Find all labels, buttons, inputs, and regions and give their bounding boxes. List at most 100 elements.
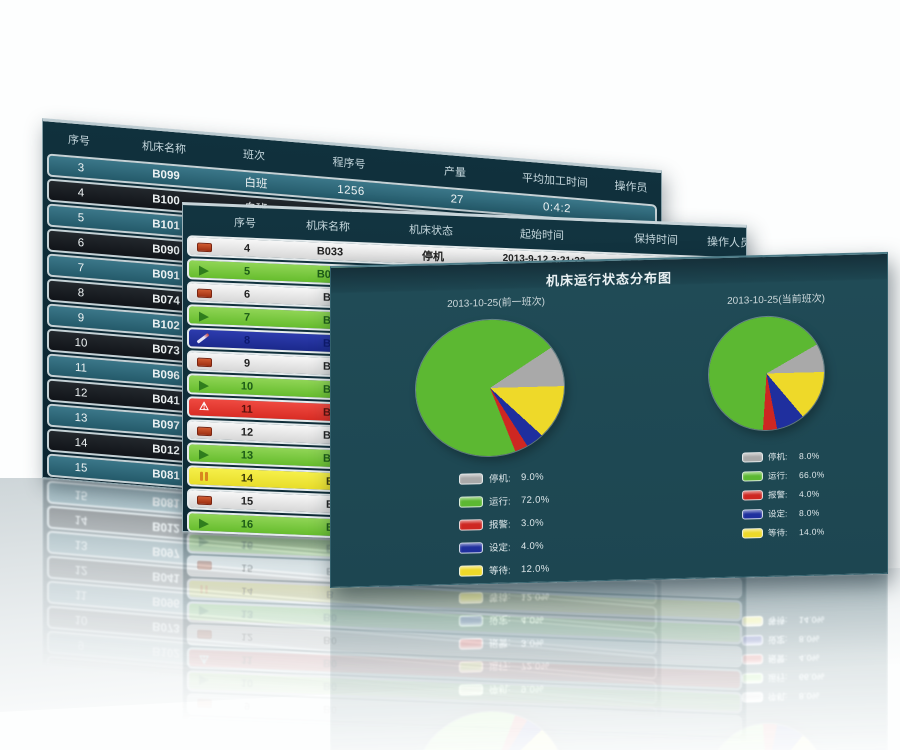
cell-no: 6	[77, 236, 85, 250]
legend-percentage: 66.0%	[799, 671, 825, 683]
cell-name: B101	[113, 741, 219, 750]
cell-name: B033	[316, 244, 344, 258]
col-output: 产量	[444, 165, 466, 180]
legend-swatch-alarm	[459, 518, 483, 531]
machine-status-row: 7B0	[187, 739, 742, 750]
machine-status-row: 9 B0	[187, 693, 742, 737]
legend-label: 设定:	[768, 508, 788, 519]
status-running-icon	[199, 311, 209, 322]
status-stopped-icon	[196, 357, 212, 368]
col-index: 序号	[234, 217, 256, 230]
legend-item-alarm[interactable]: 报警: 4.0%	[742, 487, 825, 501]
cell-output: 27	[450, 192, 464, 206]
col-shift: 班次	[243, 148, 265, 163]
legend-percentage: 3.0%	[521, 517, 544, 529]
cell-no: 9	[243, 699, 251, 713]
production-row: 5 B101	[47, 730, 657, 750]
col-machine-name: 机床名称	[306, 219, 350, 234]
legend-item-running[interactable]: 运行: 72.0%	[459, 492, 549, 508]
cell-no: 4	[77, 186, 85, 200]
legend-item-stopped: 停机: 8.0%	[742, 689, 825, 703]
cell-operator	[609, 739, 657, 743]
pie-current-shift[interactable]	[709, 315, 824, 432]
legend-label: 停机:	[768, 691, 788, 702]
legend-percentage: 9.0%	[521, 683, 544, 695]
pie-previous-shift	[416, 710, 564, 750]
cell-duration	[607, 698, 709, 702]
cell-no: 9	[77, 311, 85, 325]
cell-operator	[709, 702, 748, 704]
cell-status	[385, 735, 481, 739]
legend-current: 停机: 8.0% 运行: 66.0% 报警: 4.0% 设定: 8.0% 等待: 14.0%	[742, 449, 825, 539]
legend-item-setting[interactable]: 设定: 4.0%	[459, 538, 549, 554]
status-stopped-icon	[196, 495, 212, 506]
cell-no: 8	[77, 286, 85, 300]
cell-no: 7	[243, 310, 251, 324]
cell-output	[409, 722, 505, 730]
cell-duration	[607, 744, 709, 748]
status-running-icon	[199, 744, 209, 750]
legend-swatch-waiting	[742, 528, 763, 539]
cell-shift	[219, 706, 293, 712]
cell-name: B0	[322, 726, 338, 739]
cell-no: 11	[241, 402, 253, 416]
col-operator: 操作人员	[707, 236, 746, 250]
legend-swatch-running	[742, 471, 763, 482]
status-distribution-panel: 机床运行状态分布图 2013-10-25(前一班次) 2013-10-25(当前…	[330, 251, 888, 588]
legend-percentage: 14.0%	[799, 526, 825, 538]
legend-percentage: 8.0%	[799, 450, 820, 462]
status-stopped-icon	[196, 242, 212, 253]
cell-name: B099	[152, 167, 180, 183]
cell-no: 7	[77, 261, 85, 275]
cell-program	[293, 738, 409, 748]
cell-no: 12	[74, 386, 88, 400]
legend-swatch-stopped	[459, 472, 483, 485]
cell-shift	[219, 731, 293, 737]
legend-swatch-stopped	[742, 452, 763, 463]
legend-item-running[interactable]: 运行: 66.0%	[742, 468, 825, 482]
col-hold-time: 保持时间	[634, 233, 678, 247]
status-alarm-icon: ⚠	[199, 400, 209, 414]
col-index: 序号	[68, 134, 90, 149]
legend-item-alarm[interactable]: 报警: 3.0%	[459, 515, 549, 531]
legend-item-waiting[interactable]: 等待: 14.0%	[742, 525, 825, 539]
status-stopped-icon	[196, 288, 212, 299]
cell-start	[481, 739, 607, 744]
legend-label: 报警:	[489, 519, 511, 531]
cell-no: 12	[240, 425, 254, 439]
machine-status-row: 8 B0	[187, 716, 742, 750]
cell-no: 5	[77, 211, 85, 225]
cell-start	[481, 716, 607, 721]
pie-current-shift	[709, 722, 824, 750]
legend-percentage: 4.0%	[521, 540, 544, 552]
cell-no: 9	[243, 356, 251, 370]
status-running-icon	[199, 449, 209, 460]
legend-swatch-waiting	[459, 564, 483, 577]
cell-operator	[609, 212, 657, 216]
cell-status	[385, 712, 481, 716]
legend-label: 等待:	[768, 527, 788, 538]
status-running-icon	[199, 265, 209, 276]
legend-label: 运行:	[768, 470, 788, 481]
legend-swatch-running	[742, 673, 763, 684]
legend-item-stopped[interactable]: 停机: 8.0%	[742, 449, 825, 463]
pie-previous-shift[interactable]	[416, 318, 564, 458]
legend-label: 运行:	[768, 672, 788, 683]
cell-duration	[607, 721, 709, 725]
cell-no: 15	[74, 461, 88, 475]
production-row: 6 B090	[47, 705, 657, 750]
cell-no: 6	[77, 713, 85, 727]
cell-no: 7	[219, 745, 275, 750]
cell-no: 10	[74, 336, 88, 350]
legend-item-setting[interactable]: 设定: 8.0%	[742, 506, 825, 520]
legend-item-waiting[interactable]: 等待: 12.0%	[459, 561, 549, 577]
legend-item-stopped[interactable]: 停机: 9.0%	[459, 469, 549, 485]
legend-swatch-alarm	[742, 490, 763, 501]
cell-no: 15	[240, 494, 254, 508]
cell-operator	[609, 714, 657, 718]
cell-shift: 白班	[244, 176, 268, 191]
status-running-icon	[199, 380, 209, 391]
status-waiting-icon	[195, 470, 213, 484]
cell-name: B0	[322, 703, 338, 716]
